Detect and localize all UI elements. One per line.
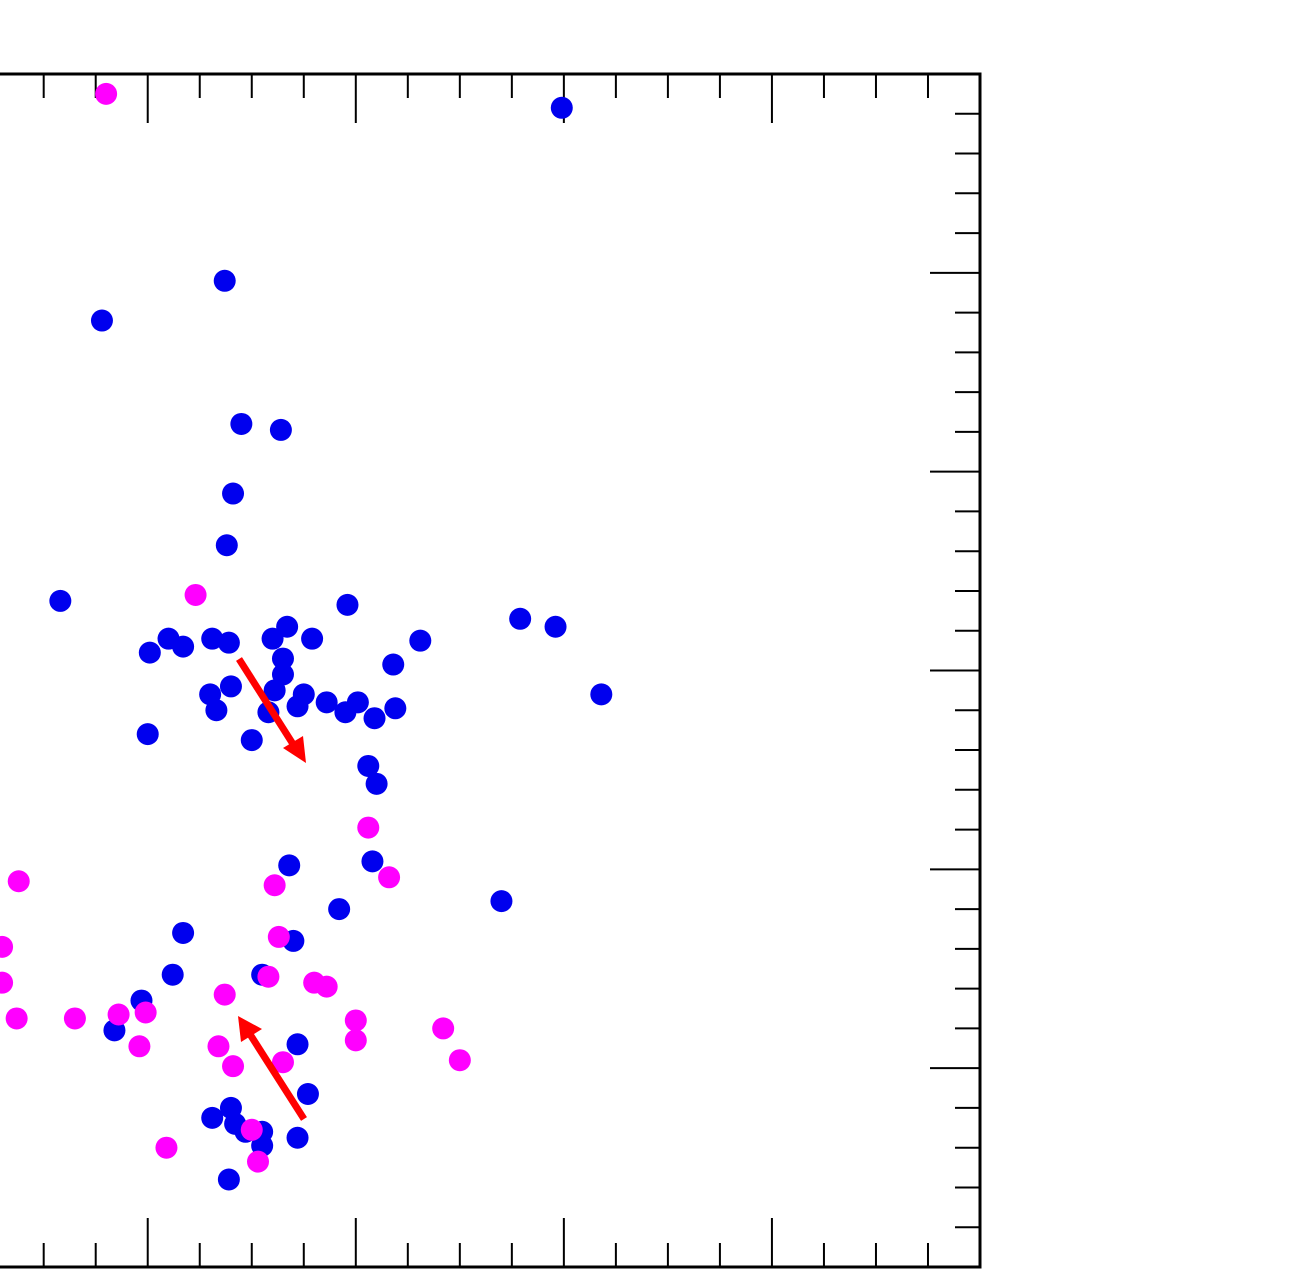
point [128,1035,151,1058]
point [107,1003,130,1026]
point [213,269,236,292]
point [276,615,299,638]
point [378,866,401,889]
point [257,965,280,988]
point [217,631,240,654]
point [184,583,207,606]
point [286,1033,309,1056]
point [215,534,238,557]
point [63,1007,86,1030]
point [544,615,567,638]
point [49,589,72,612]
ticks [42,74,980,1267]
arrow-up [238,1016,307,1121]
point [344,1009,367,1032]
point [201,627,224,650]
point [205,699,228,722]
point [409,629,432,652]
point [263,679,286,702]
point [382,653,405,676]
point [509,607,532,630]
point [136,723,159,746]
point [267,925,290,948]
point [448,1049,471,1072]
point [213,983,236,1006]
point [357,754,380,777]
point [217,1168,240,1191]
point [286,1126,309,1149]
point [0,935,14,958]
point [0,971,14,994]
point [315,975,338,998]
point [271,1051,294,1074]
point [230,412,253,435]
point [222,1055,245,1078]
point [328,898,351,921]
point [207,1035,230,1058]
points [0,82,613,1191]
point [222,482,245,505]
point [590,683,613,706]
point [363,707,386,730]
point [357,816,380,839]
point [271,647,294,670]
point [432,1017,455,1040]
point [336,593,359,616]
point [261,627,284,650]
point [5,1007,28,1030]
point [550,96,573,119]
point [155,1136,178,1159]
point [365,772,388,795]
point [201,1106,224,1129]
point [301,627,324,650]
point [95,82,118,105]
point [172,635,195,658]
point [247,1150,270,1173]
point [296,1083,319,1106]
point [240,1118,263,1141]
point [263,874,286,897]
point [344,1029,367,1052]
point [219,675,242,698]
point [334,701,357,724]
point [240,729,263,752]
point [7,870,30,893]
point [269,418,292,441]
point [172,921,195,944]
point [361,850,384,873]
point [490,890,513,913]
point [384,697,407,720]
point [278,854,301,877]
point [138,641,161,664]
point [286,695,309,718]
arrow-down [236,657,306,763]
point [161,963,184,986]
point [90,309,113,332]
point [134,1001,157,1024]
point [315,691,338,714]
plot-frame [0,72,982,1269]
